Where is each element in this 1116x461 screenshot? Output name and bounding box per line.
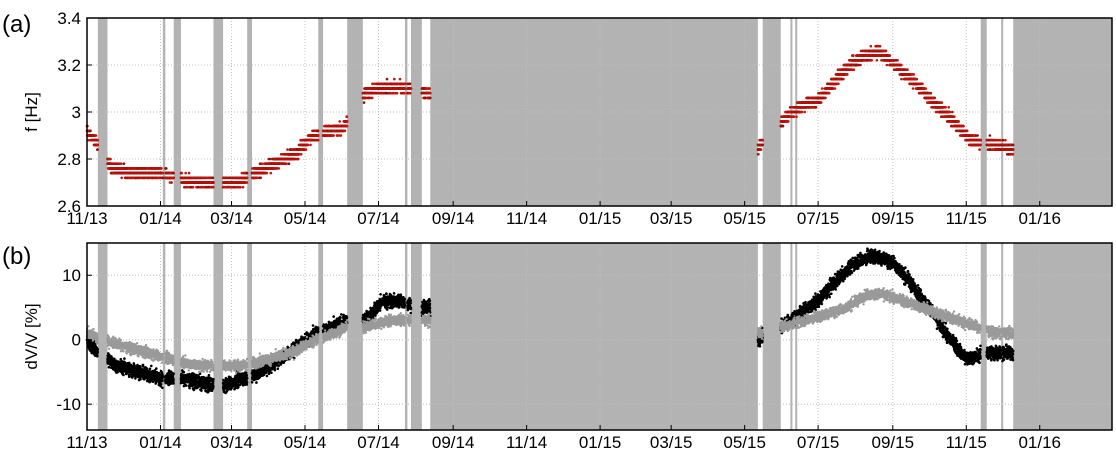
data-point bbox=[172, 172, 175, 175]
data-point bbox=[317, 134, 320, 137]
data-point bbox=[212, 181, 215, 184]
data-point bbox=[120, 177, 123, 180]
data-point bbox=[188, 172, 191, 175]
data-point bbox=[346, 125, 349, 128]
data-point bbox=[300, 153, 303, 156]
data-point bbox=[96, 144, 99, 147]
data-point bbox=[317, 130, 320, 133]
data-point bbox=[109, 158, 112, 161]
data-point bbox=[285, 162, 288, 165]
data-point bbox=[340, 134, 343, 137]
data-point bbox=[309, 144, 312, 147]
panel-a-label: (a) bbox=[2, 11, 31, 38]
data-point bbox=[165, 167, 168, 170]
data-point bbox=[242, 186, 245, 189]
data-point bbox=[172, 177, 175, 180]
data-point bbox=[317, 139, 320, 142]
data-point bbox=[259, 177, 262, 180]
data-point bbox=[346, 115, 349, 118]
data-point bbox=[97, 139, 100, 142]
data-point bbox=[307, 144, 310, 147]
data-point bbox=[332, 134, 335, 137]
data-point bbox=[338, 120, 341, 123]
data-point bbox=[246, 181, 249, 184]
data-point bbox=[160, 167, 163, 170]
data-point bbox=[261, 162, 264, 165]
data-point bbox=[346, 120, 349, 123]
data-point bbox=[246, 172, 249, 175]
panel-a-y-axis-label: f [Hz] bbox=[22, 92, 41, 132]
data-point bbox=[270, 172, 273, 175]
data-point bbox=[96, 148, 99, 151]
data-point bbox=[123, 162, 126, 165]
data-point bbox=[212, 186, 215, 189]
data-point bbox=[246, 177, 249, 180]
data-point bbox=[162, 172, 165, 175]
data-point bbox=[89, 130, 92, 133]
data-point bbox=[180, 172, 183, 175]
data-point bbox=[386, 78, 389, 81]
data-gap-band bbox=[213, 18, 223, 206]
data-point bbox=[286, 148, 289, 151]
data-point bbox=[288, 162, 291, 165]
data-point bbox=[278, 167, 281, 170]
data-point bbox=[371, 97, 374, 100]
data-point bbox=[192, 186, 195, 189]
data-point bbox=[120, 162, 123, 165]
data-point bbox=[305, 148, 308, 151]
data-point bbox=[239, 186, 242, 189]
data-point bbox=[212, 177, 215, 180]
data-point bbox=[344, 130, 347, 133]
data-point bbox=[184, 172, 187, 175]
data-point bbox=[363, 101, 366, 104]
data-point bbox=[266, 172, 269, 175]
data-point bbox=[162, 177, 165, 180]
data-point bbox=[297, 158, 300, 161]
data-point bbox=[95, 134, 98, 137]
data-point bbox=[170, 181, 173, 184]
panel-a: (a) f [Hz] 11/13 01/14 03/14 05/14 07/14 09/1… bbox=[2, 9, 1112, 228]
